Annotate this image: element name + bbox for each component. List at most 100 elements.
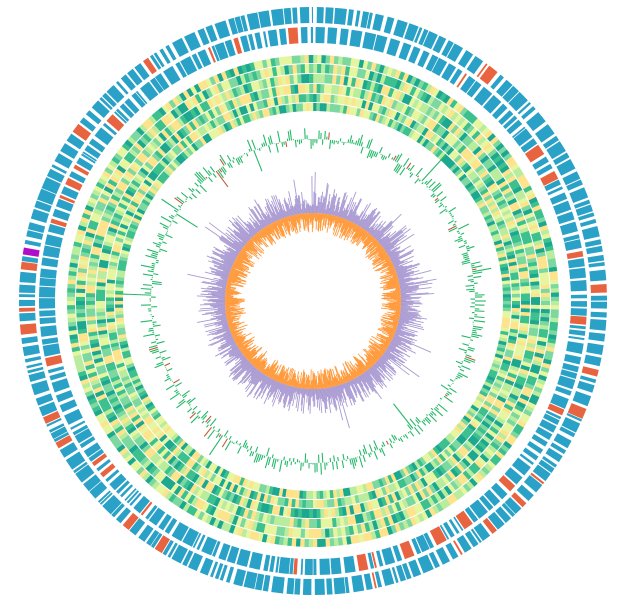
heat-cell [273,97,279,106]
gc-content-bar [205,415,212,423]
gc-skew-bar-inner [225,312,233,315]
heat-cell [530,304,540,310]
heat-cell [154,150,164,160]
gc-content-bar [215,432,220,439]
gc-skew-bar-outer [228,349,240,357]
heat-cell [313,64,318,74]
gc-skew-bar-outer [255,220,263,230]
heat-cell [135,191,145,199]
gc-skew-bar-inner [238,340,253,350]
heat-cell [335,75,341,85]
gc-skew-bar-inner [372,346,384,355]
heat-cell [520,297,531,302]
gc-skew-bar-outer [229,251,238,257]
gc-skew-bar-inner [244,347,256,357]
gene-feature-block [428,551,440,569]
heat-cell [475,149,485,159]
heat-cell [341,86,348,96]
gc-skew-bar-outer [395,329,415,338]
heat-cell [426,473,435,484]
gc-content-bar [191,410,195,414]
heat-cell [378,64,386,74]
heat-cell [348,66,355,77]
gc-skew-bar-inner [360,231,368,240]
gc-skew-bar-inner [291,373,296,387]
heat-cell [163,114,173,124]
heat-cell [131,179,141,188]
heat-cell [409,76,418,86]
gc-skew-bar-inner [225,311,232,313]
gc-content-bar [421,154,446,182]
heat-cell [511,358,522,365]
heat-cell [261,484,268,494]
heat-cell [289,74,295,85]
heat-cell [212,84,221,95]
gene-feature-block [536,163,553,176]
heat-cell [322,103,328,112]
heat-cell [207,462,216,471]
heat-cell [481,191,491,199]
heat-cell [86,315,96,321]
heat-cell [370,92,377,103]
heat-cell [145,417,155,426]
gc-content-bar [174,197,184,205]
gc-skew-bar-outer [288,386,293,397]
heat-cell [548,334,557,340]
gc-content-bar [396,153,403,163]
gc-skew-bar-inner [365,364,370,370]
gene-feature-block [97,490,111,503]
heat-cell [106,307,115,312]
gc-skew-bar-outer [301,209,303,214]
gc-skew-bar-outer [391,250,414,263]
gc-content-bar [284,460,287,466]
heat-cell [405,518,414,528]
gc-skew-bar-outer [314,193,317,214]
gc-skew-bar-outer [295,387,299,400]
heat-cell [123,192,133,201]
heat-cell [302,94,307,103]
gene-feature-block [327,27,338,45]
heat-cell [450,111,460,122]
heat-cell [422,104,431,115]
gc-skew-bar-inner [329,215,334,229]
heat-cell [204,481,213,491]
heat-cell [420,114,429,125]
heat-cell [191,131,200,141]
gene-feature-block [140,501,153,516]
gene-feature-block [578,212,595,221]
gc-content-bar [391,434,396,441]
gc-content-bar [176,213,198,228]
heat-cell [125,362,135,369]
heat-cell [504,421,514,431]
heat-cell [278,56,285,66]
heat-cell [100,251,111,258]
gene-feature-block [351,574,365,593]
gc-skew-bar-inner [267,363,276,377]
gene-feature-block [383,16,395,34]
gc-skew-bar-outer [221,286,227,289]
gc-skew-bar-outer [259,374,265,382]
heat-cell [146,158,157,168]
gc-content-bar [439,202,443,205]
heat-cell [529,320,540,325]
heat-cell [242,508,250,519]
heat-cell [116,183,127,192]
heat-cell [83,386,93,394]
heat-cell [416,479,425,490]
heat-cell [502,301,512,305]
heat-cell [131,161,142,170]
gc-skew-bar-outer [218,237,241,253]
gc-skew-bar-outer [212,252,234,264]
gc-skew-bar-inner [392,325,398,328]
heat-cell [86,393,96,402]
heat-cell [201,112,210,123]
gc-skew-bar-outer [337,385,343,399]
heat-cell [350,58,356,67]
heat-cell [312,490,317,500]
heat-cell [488,203,498,211]
heat-cell [487,372,497,379]
heat-cell [503,190,514,199]
heat-cell [305,94,310,103]
gc-skew-bar-outer [326,387,332,414]
gene-feature-block [275,556,280,573]
